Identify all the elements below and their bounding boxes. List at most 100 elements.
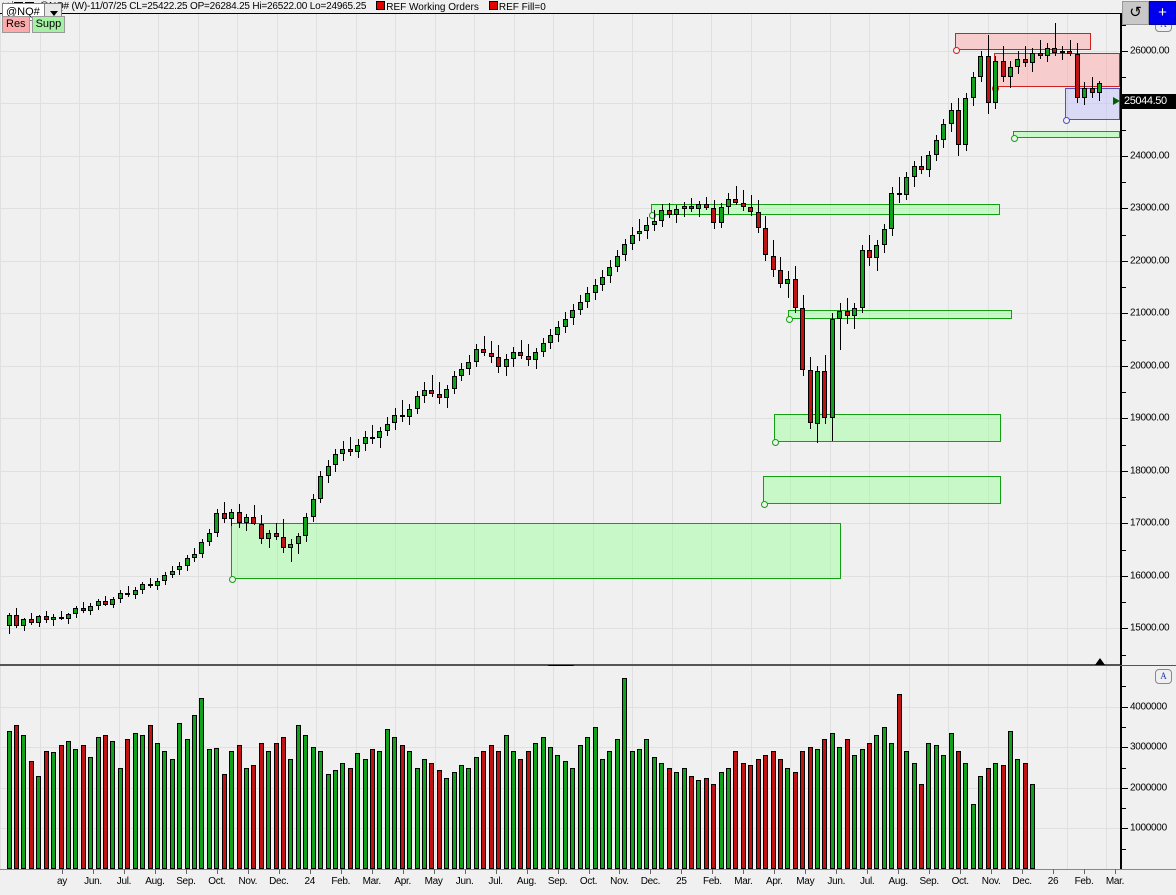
support-tag[interactable]: Supp (31, 16, 66, 33)
candle-body (555, 326, 560, 336)
price-chart-panel[interactable] (0, 14, 1120, 665)
volume-bar (785, 767, 790, 869)
x-axis-tick (588, 869, 590, 874)
candle-body (860, 250, 865, 308)
support-zone-17600-anchor[interactable] (761, 501, 768, 509)
candle-body (244, 516, 249, 524)
candle-body (630, 234, 635, 244)
volume-axis[interactable]: A 4000000 3000000 2000000 1000000 (1120, 666, 1176, 869)
axis-tick (1122, 828, 1128, 830)
axis-tick (1122, 706, 1128, 708)
resistance-zone-upper[interactable] (955, 33, 1091, 51)
support-zone-17600[interactable] (763, 476, 1001, 505)
x-axis[interactable]: ay Jun. Jul. Aug. Sep. Oct. Nov. Dec. 24 Feb. Mar.… (0, 869, 1124, 895)
candle-wick (254, 505, 255, 526)
volume-bar (756, 759, 761, 869)
refresh-icon[interactable]: ↺ (1122, 1, 1149, 25)
volume-bar (630, 751, 635, 869)
volume-bar (148, 724, 153, 869)
volume-bar (845, 739, 850, 869)
candle-body (73, 608, 78, 615)
candle-body (1082, 87, 1087, 98)
volume-bar (452, 771, 457, 869)
consolidation-box-anchor[interactable] (1063, 117, 1070, 125)
volume-bar (808, 747, 813, 869)
x-axis-label: May (424, 876, 443, 887)
volume-bar (59, 745, 64, 869)
candle-body (830, 318, 835, 419)
axis-tick (1122, 260, 1128, 262)
grid-line (908, 14, 910, 665)
axis-tick-minor (1122, 234, 1126, 236)
resistance-zone-upper-anchor[interactable] (953, 47, 960, 55)
candle-body (177, 566, 182, 571)
volume-bar (311, 747, 316, 869)
grid-line (711, 666, 712, 869)
candle-body (392, 415, 397, 424)
candle-body (578, 301, 583, 311)
candle-wick (684, 201, 685, 217)
grid-line (1106, 14, 1107, 665)
add-chart-button[interactable]: + (1149, 1, 1176, 25)
candle-body (162, 574, 167, 581)
volume-chart-panel[interactable] (0, 666, 1120, 869)
candle-body (1001, 61, 1006, 77)
grid-line (0, 14, 1, 665)
candle-body (66, 614, 71, 620)
x-axis-label: Mar. (362, 876, 382, 887)
candle-body (474, 348, 479, 362)
x-axis-tick (1115, 869, 1116, 874)
bottom-toolbar (0, 869, 1176, 895)
x-axis-tick (1053, 869, 1055, 874)
volume-scroll-marker[interactable] (1095, 658, 1105, 665)
grid-line (0, 103, 1120, 105)
candle-body (978, 56, 983, 77)
volume-bar (978, 775, 983, 869)
candle-wick (491, 340, 492, 363)
volume-bar (644, 739, 649, 869)
candle-body (704, 204, 709, 209)
grid-line (434, 666, 436, 869)
candle-body (986, 56, 991, 104)
candle-body (518, 352, 523, 357)
candle-body (88, 606, 93, 611)
candle-wick (372, 424, 373, 445)
grid-line (0, 50, 1120, 52)
x-axis-label: Oct. (579, 876, 598, 887)
support-zone-24400[interactable] (1013, 130, 1120, 139)
study-fill: REF Fill=0 (498, 1, 546, 13)
volume-bar (214, 748, 219, 869)
volume-bar (637, 749, 642, 869)
grid-line (118, 14, 120, 665)
candle-wick (921, 155, 922, 175)
support-zone-16400-anchor[interactable] (229, 575, 236, 583)
x-axis-tick (216, 869, 218, 874)
axis-tick-minor (1122, 602, 1126, 603)
support-zone-21000[interactable] (788, 310, 1012, 320)
axis-tick (1122, 418, 1128, 420)
resistance-tag[interactable]: Res (2, 16, 30, 33)
x-axis-label: 25 (676, 876, 687, 887)
axis-tick (1122, 747, 1128, 749)
volume-bar (815, 749, 820, 869)
candle-wick (350, 437, 351, 457)
support-zone-16400[interactable] (231, 523, 841, 579)
support-zone-23000-anchor[interactable] (649, 211, 656, 219)
volume-auto-scale-button[interactable]: A (1155, 669, 1172, 684)
support-zone-23000[interactable] (651, 204, 1000, 215)
candle-body (682, 206, 687, 210)
candle-body (222, 512, 227, 520)
candle-wick (840, 302, 841, 350)
price-axis[interactable]: A 26000.0024000.0023000.0022000.0021000.… (1120, 14, 1176, 665)
grid-line (474, 14, 475, 665)
volume-bar (237, 745, 242, 869)
x-axis-tick (619, 869, 621, 874)
candle-body (326, 465, 331, 476)
support-zone-24400-anchor[interactable] (1011, 135, 1018, 143)
candle-body (1045, 48, 1050, 56)
x-axis-tick (960, 869, 962, 874)
support-zone-21000-anchor[interactable] (786, 316, 793, 324)
price-axis-label: 22000.00 (1130, 255, 1170, 267)
grid-line (0, 313, 1120, 315)
support-zone-19000-anchor[interactable] (772, 439, 779, 447)
